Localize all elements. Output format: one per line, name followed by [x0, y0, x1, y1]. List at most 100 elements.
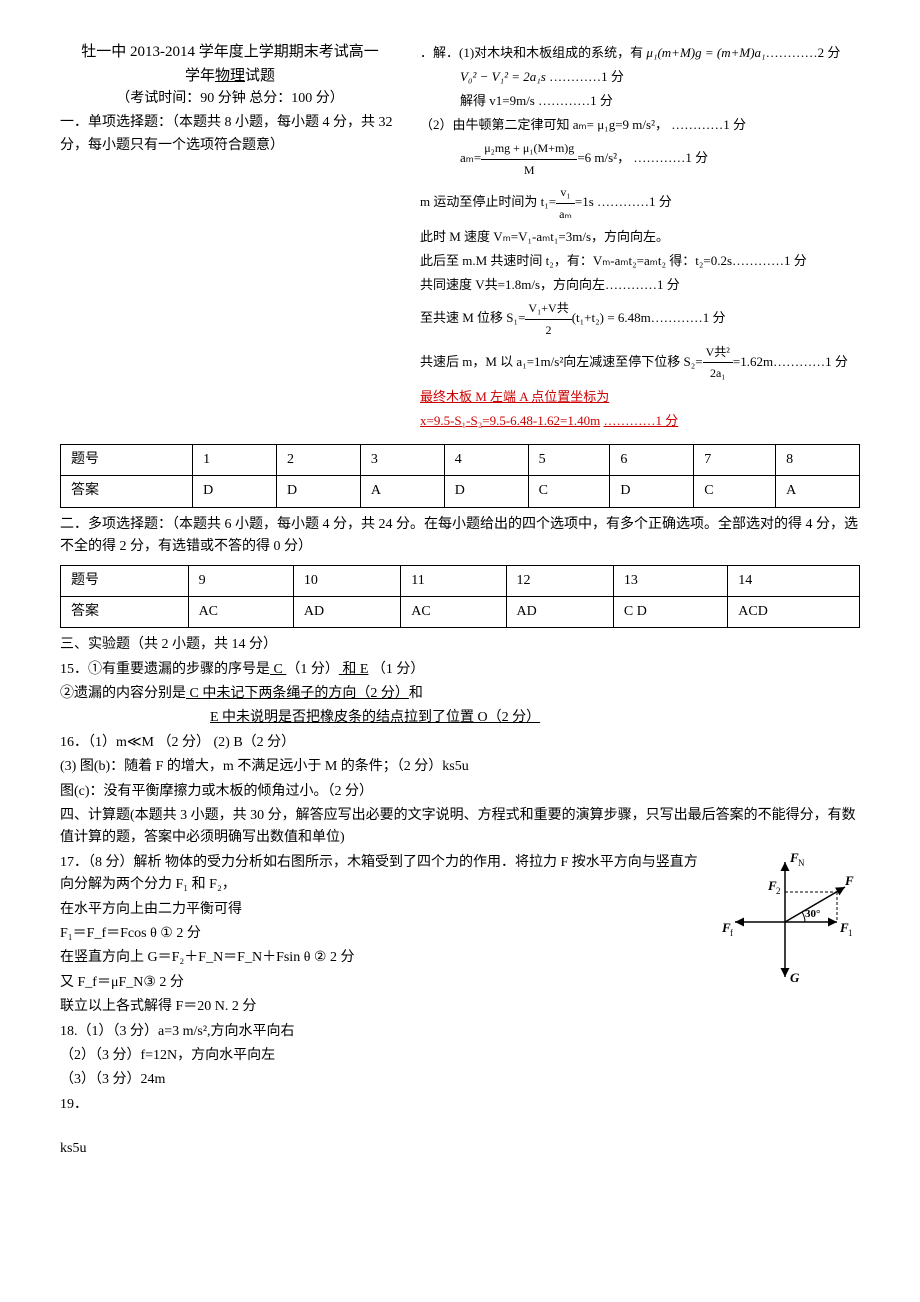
sol-l5-score: …………1 分	[633, 150, 708, 165]
svg-text:1: 1	[848, 928, 853, 938]
t2-ans-12: AD	[506, 596, 613, 627]
sol-l8-score: …………1 分	[732, 253, 807, 268]
sol-l11-post: =1.62m	[733, 354, 773, 369]
t2-ans-11: AC	[401, 596, 506, 627]
sol-l6-pre: m 运动至停止时间为 t₁=	[420, 194, 556, 209]
q15-line3: E 中未说明是否把橡皮条的结点拉到了位置 O（2 分）	[60, 707, 860, 729]
t1-ans-5: C	[528, 476, 610, 507]
section3-title: 三、实验题（共 2 小题，共 14 分）	[60, 634, 860, 656]
sol-l10-num: V₁+V共	[525, 298, 571, 319]
svg-text:G: G	[790, 970, 800, 985]
t2-answer-label: 答案	[61, 596, 189, 627]
sol-l11-score: …………1 分	[773, 354, 848, 369]
sol-l10-pre: 至共速 M 位移 S₁=	[420, 310, 525, 325]
header-left: 牡一中 2013-2014 学年度上学期期末考试高一 学年物理试题 （考试时间：…	[60, 40, 400, 434]
t1-col-6: 6	[610, 444, 694, 475]
t2-col-10: 10	[293, 565, 400, 596]
svg-text:2: 2	[776, 886, 781, 896]
sol-l9-score: …………1 分	[605, 277, 680, 292]
t1-col-4: 4	[444, 444, 528, 475]
t1-header-label: 题号	[61, 444, 193, 475]
q15-l2-post: 和	[409, 686, 423, 701]
q16-line1: 16．（1）m≪M （2 分） (2) B（2 分）	[60, 732, 860, 754]
t2-col-14: 14	[728, 565, 860, 596]
sol-l10-den: 2	[525, 320, 571, 340]
q15-l1-m1: （1 分）	[286, 662, 339, 677]
t1-col-1: 1	[193, 444, 277, 475]
q15-l2-u: C 中未记下两条绳子的方向（2 分）	[186, 686, 409, 701]
t1-col-8: 8	[776, 444, 860, 475]
sol-l13: x=9.5-S₁-S₂=9.5-6.48-1.62=1.40m	[420, 413, 600, 428]
section1-title: 一．单项选择题：（本题共 8 小题，每小题 4 分，共 32 分，每小题只有一个…	[60, 112, 400, 157]
sol-l13-score: …………1 分	[603, 413, 678, 428]
section2-title: 二．多项选择题：（本题共 6 小题，每小题 4 分，共 24 分。在每小题给出的…	[60, 514, 860, 559]
t1-answer-label: 答案	[61, 476, 193, 507]
sol-l11-pre: 共速后 m，M 以 a₁=1m/s²向左减速至停下位移 S₂=	[420, 354, 703, 369]
sol-l5-post: =6 m/s²，	[577, 150, 630, 165]
q15-l1-m3: （1 分）	[368, 662, 424, 677]
t1-ans-4: D	[444, 476, 528, 507]
t1-ans-8: A	[776, 476, 860, 507]
t1-ans-1: D	[193, 476, 277, 507]
sol-l11-den: 2a₁	[703, 363, 733, 383]
t2-ans-9: AC	[188, 596, 293, 627]
sol-l6-den: aₘ	[556, 204, 575, 224]
exam-title-1: 牡一中 2013-2014 学年度上学期期末考试高一	[60, 40, 400, 64]
sol-l2-formula: V₀² − V₁² = 2a₁s	[460, 69, 546, 84]
section4-title: 四、计算题(本题共 3 小题，共 30 分，解答应写出必要的文字说明、方程式和重…	[60, 805, 860, 850]
sol-l5-pre: aₘ=	[460, 150, 481, 165]
t1-col-3: 3	[360, 444, 444, 475]
t1-ans-7: C	[694, 476, 776, 507]
sol-l6-post: =1s	[575, 194, 594, 209]
t1-col-5: 5	[528, 444, 610, 475]
t2-col-12: 12	[506, 565, 613, 596]
sol-l6-num: v₁	[556, 182, 575, 203]
svg-text:N: N	[798, 858, 805, 868]
sol-l5-den: M	[481, 160, 577, 180]
t1-ans-3: A	[360, 476, 444, 507]
q15-l1-b2: E	[356, 662, 368, 677]
answer-table-2: 题号 9 10 11 12 13 14 答案 AC AD AC AD C D A…	[60, 565, 860, 629]
sol-l4-score: …………1 分	[671, 117, 746, 132]
sol-l1-pre: ．解．(1)对木块和木板组成的系统，有	[420, 45, 646, 60]
sol-l3: 解得 v1=9m/s	[460, 93, 535, 108]
sol-l3-score: …………1 分	[538, 93, 613, 108]
sol-l11-num: V共²	[703, 342, 733, 363]
sol-l8-pre: 此后至 m.M 共速时间 t₂，有：Vₘ-aₘt₂=aₘt₂ 得：t₂=0.2s	[420, 253, 732, 268]
t2-col-11: 11	[401, 565, 506, 596]
sol-l10-score: …………1 分	[651, 310, 726, 325]
q15-l1-m2: 和	[339, 662, 357, 677]
t2-col-9: 9	[188, 565, 293, 596]
sol-l4-pre: （2）由牛顿第二定律可知 aₘ= μ₁g=9 m/s²，	[420, 117, 668, 132]
sol-l7: 此时 M 速度 Vₘ=V₁-aₘt₁=3m/s，方向向左。	[420, 226, 860, 248]
q15-line2: ②遗漏的内容分别是 C 中未记下两条绳子的方向（2 分）和	[60, 683, 860, 705]
t2-col-13: 13	[613, 565, 727, 596]
q18-line3: （3）（3 分）24m	[60, 1069, 860, 1091]
t1-ans-6: D	[610, 476, 694, 507]
solution-right: ．解．(1)对木块和木板组成的系统，有 μ₁(m+M)g = (m+M)a₁………	[420, 40, 860, 434]
q15-line1: 15．①有重要遗漏的步骤的序号是 C （1 分） 和 E （1 分）	[60, 659, 860, 681]
t2-ans-13: C D	[613, 596, 727, 627]
sol-l6-score: …………1 分	[597, 194, 672, 209]
q15-l2-pre: ②遗漏的内容分别是	[60, 686, 186, 701]
sol-l1-score: …………2 分	[766, 45, 841, 60]
sol-l10-post: (t₁+t₂) = 6.48m	[572, 310, 651, 325]
sol-l5-num: μ₂mg + μ₁(M+m)g	[481, 138, 577, 159]
sol-l9: 共同速度 V共=1.8m/s，方向向左	[420, 277, 605, 292]
svg-text:f: f	[730, 928, 733, 938]
q15-l1-b1: C	[270, 662, 286, 677]
t1-col-7: 7	[694, 444, 776, 475]
footer: ks5u	[60, 1138, 860, 1160]
svg-text:30°: 30°	[805, 908, 820, 920]
q17-line6: 联立以上各式解得 F＝20 N. 2 分	[60, 996, 860, 1018]
q19: 19．	[60, 1094, 860, 1116]
exam-title-2: 学年物理试题	[60, 64, 400, 88]
q16-line3: 图(c)：没有平衡摩擦力或木板的倾角过小。（2 分）	[60, 781, 860, 803]
sol-l12: 最终木板 M 左端 A 点位置坐标为	[420, 386, 860, 408]
t2-ans-10: AD	[293, 596, 400, 627]
t1-ans-2: D	[276, 476, 360, 507]
t2-header-label: 题号	[61, 565, 189, 596]
sol-l2-score: …………1 分	[549, 69, 624, 84]
q18-line2: （2）（3 分）f=12N，方向水平向左	[60, 1045, 860, 1067]
svg-text:F: F	[844, 873, 854, 888]
